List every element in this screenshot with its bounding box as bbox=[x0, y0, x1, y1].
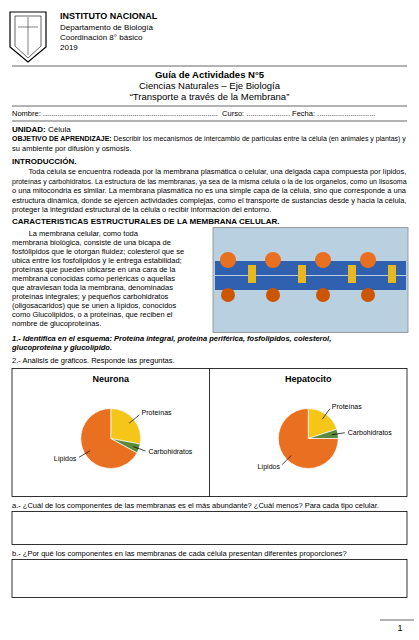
cholesterol bbox=[248, 265, 256, 283]
paragraph: proteínas y carbohidratos. La estructura… bbox=[12, 178, 407, 186]
header: INSTITUTO NACIONAL bbox=[60, 11, 158, 21]
slice-label: Proteínas bbox=[332, 403, 362, 410]
header: Coordinación 8° básico bbox=[60, 33, 143, 42]
pie-slice bbox=[308, 429, 338, 438]
paragraph: fosfólipidos que le otorgan fluidez; col… bbox=[12, 247, 184, 256]
paragraph: La membrana celular, como toda bbox=[12, 229, 139, 238]
chart-box bbox=[12, 369, 407, 497]
cholesterol bbox=[348, 265, 356, 283]
section-title: INTRODUCCIÓN. bbox=[12, 157, 76, 166]
text-part: Describir los mecanismos de intercambio … bbox=[114, 135, 407, 143]
protein bbox=[315, 252, 331, 268]
chart-title: Neurona bbox=[92, 374, 130, 384]
chart-title: Hepatocito bbox=[285, 374, 332, 384]
picture-frame bbox=[213, 228, 408, 333]
header: Departamento de Biología bbox=[60, 23, 154, 32]
paragraph: que atraviesan toda la membrana, denomin… bbox=[12, 283, 173, 292]
protein bbox=[316, 288, 330, 302]
protein bbox=[265, 252, 281, 268]
separator bbox=[12, 106, 407, 107]
leader-line bbox=[79, 451, 90, 458]
pie-chart: Proteínas Carbohidratos Lípidos bbox=[257, 403, 392, 472]
objective: su ambiente por difusión y osmosis. bbox=[12, 144, 131, 153]
unit: UNIDAD: Célula bbox=[12, 125, 71, 134]
page-number: 1 bbox=[397, 623, 402, 633]
slice-label: Lípidos bbox=[54, 455, 77, 463]
leader-line bbox=[282, 455, 291, 464]
text-part: OBJETIVO DE APRENDIZAJE: bbox=[12, 135, 114, 142]
paragraph: (oligosacaridos) que se unen a lípidos, … bbox=[12, 301, 177, 310]
bilayer bbox=[215, 261, 406, 275]
question: a.- ¿Cuál de los componentes de las memb… bbox=[12, 501, 379, 510]
slice-label: Carbohidratos bbox=[348, 429, 392, 436]
paragraph: Toda célula se encuentra rodeada por la … bbox=[12, 167, 406, 176]
paragraph: membrana conocidas como periéricas o aqu… bbox=[12, 274, 175, 283]
chart-divider bbox=[209, 369, 210, 497]
pie-slice bbox=[278, 409, 338, 469]
section-title: CARACTERISTICAS ESTRUCTURALES DE LA MEMB… bbox=[12, 217, 279, 226]
protein bbox=[360, 252, 376, 268]
paragraph: o una mitocondria es similar. La membran… bbox=[12, 186, 407, 195]
slice-label: Proteínas bbox=[142, 409, 172, 416]
leader-line bbox=[332, 433, 345, 435]
question: 1.- Identifica en el esquema: Proteína i… bbox=[12, 334, 331, 343]
paragraph: ubica entre los fosfolipidos y le entreg… bbox=[12, 256, 182, 265]
membrane-picture bbox=[213, 228, 408, 333]
title: Guía de Actividades N°5 bbox=[155, 69, 265, 80]
paragraph: membrana biológica, consiste de una bica… bbox=[12, 238, 171, 247]
objective: OBJETIVO DE APRENDIZAJE: Describir los m… bbox=[12, 135, 406, 143]
pie-chart: Proteínas Carbohidratos Lípidos bbox=[54, 409, 193, 469]
protein bbox=[266, 288, 280, 302]
slice-label: Carbohidratos bbox=[148, 448, 192, 455]
logo-outline bbox=[10, 12, 46, 62]
page-number-line bbox=[380, 620, 414, 621]
separator bbox=[12, 66, 407, 67]
question: glucoproteína y glucolípido. bbox=[11, 343, 112, 352]
logo-line bbox=[28, 17, 29, 55]
name-line: Nombre: ................................… bbox=[12, 109, 375, 118]
cholesterol bbox=[298, 265, 306, 283]
leader-line bbox=[133, 447, 145, 451]
question: b.- ¿Por qué los componentes en las memb… bbox=[12, 549, 347, 558]
protein bbox=[221, 288, 235, 302]
separator bbox=[12, 121, 407, 122]
answer-box bbox=[12, 560, 407, 598]
leader-line bbox=[129, 415, 139, 423]
paragraph: proteínas que pueden ubicarse en una car… bbox=[12, 265, 176, 274]
header: 2019 bbox=[60, 43, 78, 52]
protein bbox=[361, 288, 375, 302]
paragraph: como Glucolipidos, o a proteínas, que re… bbox=[12, 310, 173, 319]
page: INSTITUTO NACIONAL Departamento de Biolog… bbox=[0, 0, 419, 640]
subtitle: Ciencias Naturales – Eje Biología bbox=[139, 80, 281, 91]
paragraph: proteger la integridad estructural de la… bbox=[12, 205, 271, 214]
bilayer bbox=[215, 276, 406, 290]
answer-box bbox=[12, 512, 407, 545]
question: 2.- Análisis de gráficos. Responde las p… bbox=[12, 356, 175, 365]
leader-line bbox=[322, 409, 330, 420]
cholesterol bbox=[388, 265, 396, 283]
protein bbox=[220, 252, 236, 268]
pie-slice bbox=[111, 409, 141, 445]
logo bbox=[10, 12, 46, 62]
text-part: UNIDAD: bbox=[12, 125, 48, 134]
paragraph: estructura dinámica, donde se ejercen ac… bbox=[12, 196, 406, 205]
logo-inner bbox=[15, 16, 41, 58]
subtitle: “Transporte a través de la Membrana” bbox=[130, 91, 290, 102]
paragraph: proteínas integrales; y pequeños carbohi… bbox=[12, 292, 169, 301]
slice-label: Lípidos bbox=[257, 463, 280, 471]
pie-slice bbox=[81, 409, 137, 469]
text-part: Célula bbox=[48, 125, 71, 134]
paragraph: nombre de glucoproteínas. bbox=[12, 319, 101, 328]
